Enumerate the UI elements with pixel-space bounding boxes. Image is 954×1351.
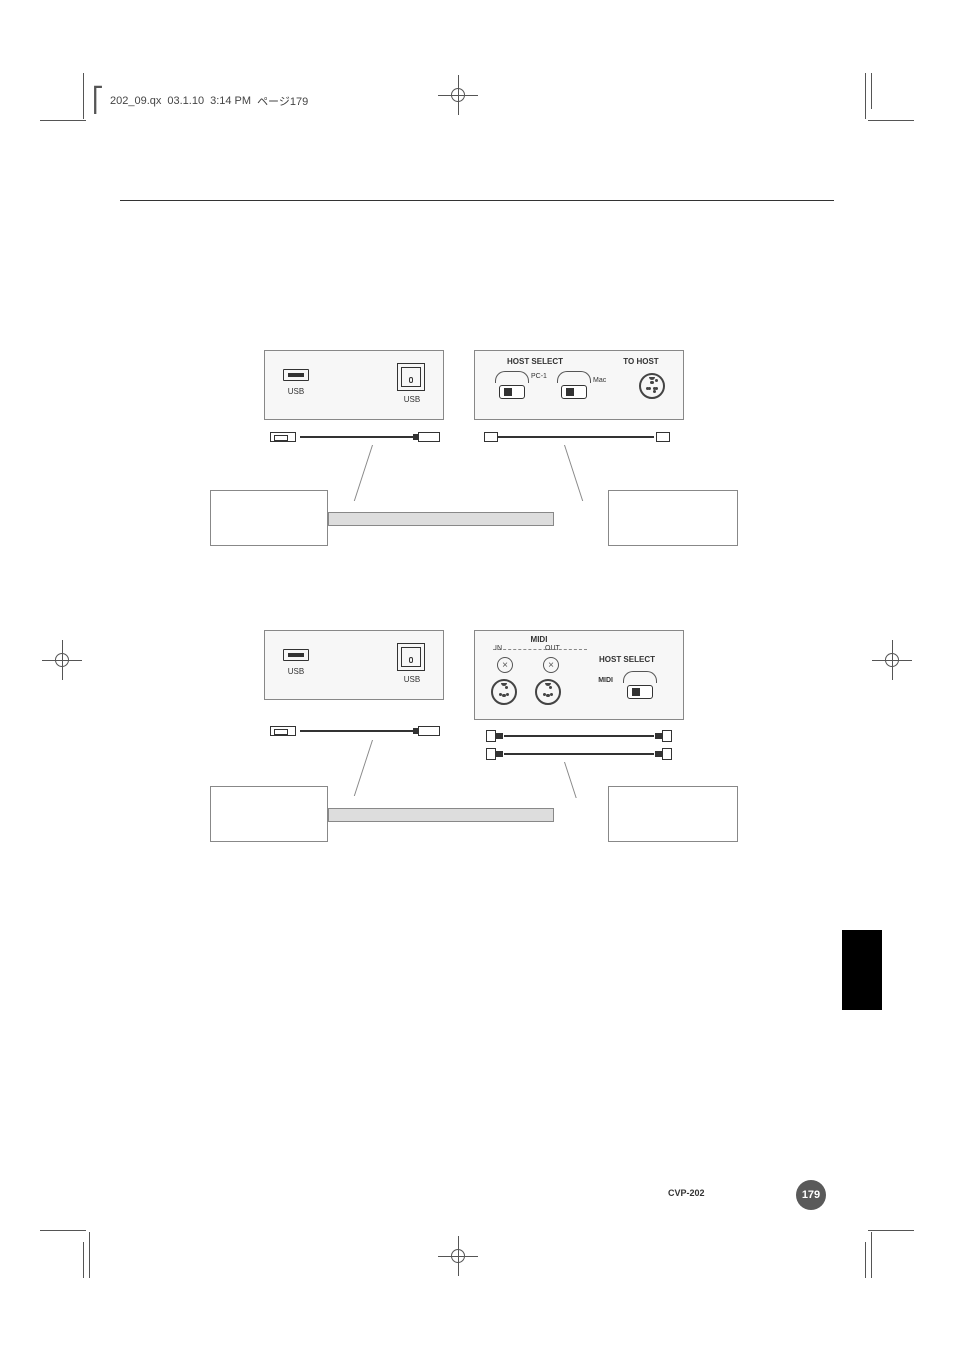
- host-select-label: HOST SELECT: [495, 357, 575, 366]
- lead-line: [564, 445, 583, 501]
- usb-label: USB: [395, 675, 429, 684]
- midi-in-label: IN: [495, 645, 502, 652]
- crop-mark: [83, 73, 84, 119]
- host-select-switch-mac: [553, 371, 595, 399]
- usb-a-port-icon: [283, 649, 309, 661]
- panel-computer: USB USB: [264, 630, 444, 700]
- midi-in-din-icon: [491, 679, 517, 705]
- link-bar: [328, 512, 554, 526]
- box-computer: [210, 490, 328, 546]
- midi-plug-icon: [662, 730, 672, 742]
- panel-computer: USB USB: [264, 350, 444, 420]
- header-time: 3:14 PM: [210, 95, 251, 107]
- registration-mark: [42, 640, 82, 680]
- footer-model: CVP-202: [668, 1188, 705, 1198]
- to-host-din-icon: [639, 373, 665, 399]
- crop-mark: [871, 1232, 872, 1278]
- midi-out-tiny-icon: [543, 657, 559, 673]
- usb-plug-a-icon: [270, 432, 296, 442]
- usb-b-port-icon: [397, 643, 425, 671]
- header-metadata: ⎡ 202_09.qx 03.1.10 3:14 PM ページ179: [92, 86, 308, 115]
- host-select-switch-pc1: [491, 371, 533, 399]
- lead-line: [354, 445, 373, 501]
- registration-mark: [872, 640, 912, 680]
- side-tab: [842, 930, 882, 1010]
- switch-pc1-label: PC-1: [531, 373, 547, 380]
- usb-plug-b-icon: [418, 432, 440, 442]
- serial-plug-icon: [656, 432, 670, 442]
- serial-cable: [498, 436, 654, 438]
- registration-mark: [438, 1236, 478, 1276]
- crop-mark: [868, 120, 914, 121]
- switch-mac-label: Mac: [593, 377, 606, 384]
- usb-cable: [300, 436, 416, 438]
- header-page-ref: ページ179: [257, 93, 308, 109]
- page-number: 179: [802, 1189, 820, 1201]
- crop-mark: [865, 1242, 866, 1278]
- midi-plug-icon: [662, 748, 672, 760]
- diagram-usb-midi: USB USB MIDI IN OUT HOST SELECT MIDI: [264, 630, 684, 850]
- panel-instrument-midi: MIDI IN OUT HOST SELECT MIDI: [474, 630, 684, 720]
- midi-label: MIDI: [519, 635, 559, 644]
- midi-cable: [504, 753, 654, 755]
- diagram-usb-tohost: USB USB HOST SELECT TO HOST PC-1 Mac: [264, 350, 684, 570]
- midi-plug-icon: [486, 748, 496, 760]
- usb-label: USB: [395, 395, 429, 404]
- registration-mark: [438, 75, 478, 115]
- crop-mark: [40, 120, 86, 121]
- lead-line: [564, 762, 577, 798]
- usb-plug-a-icon: [270, 726, 296, 736]
- crop-mark: [868, 1230, 914, 1231]
- midi-in-tiny-icon: [497, 657, 513, 673]
- usb-label: USB: [279, 667, 313, 676]
- header-filename: 202_09.qx: [110, 95, 161, 107]
- host-select-switch-midi: [619, 671, 661, 699]
- crop-mark: [83, 1242, 84, 1278]
- header-date: 03.1.10: [167, 95, 204, 107]
- crop-mark: [865, 73, 866, 119]
- lead-line: [354, 740, 373, 796]
- dashed-line: [493, 649, 587, 650]
- header-rule: [120, 200, 834, 201]
- link-bar: [328, 808, 554, 822]
- switch-midi-label: MIDI: [598, 677, 613, 684]
- usb-label: USB: [279, 387, 313, 396]
- serial-plug-icon: [484, 432, 498, 442]
- usb-a-port-icon: [283, 369, 309, 381]
- crop-mark: [871, 73, 872, 109]
- crop-mark: [40, 1230, 86, 1231]
- midi-out-din-icon: [535, 679, 561, 705]
- midi-plug-icon: [486, 730, 496, 742]
- crop-mark: [89, 1232, 90, 1278]
- box-instrument: [608, 490, 738, 546]
- box-instrument: [608, 786, 738, 842]
- panel-instrument: HOST SELECT TO HOST PC-1 Mac: [474, 350, 684, 420]
- box-computer: [210, 786, 328, 842]
- host-select-label: HOST SELECT: [587, 655, 667, 664]
- midi-cable: [504, 735, 654, 737]
- usb-b-port-icon: [397, 363, 425, 391]
- page-number-badge: 179: [796, 1180, 826, 1210]
- to-host-label: TO HOST: [611, 357, 671, 366]
- midi-out-label: OUT: [545, 645, 560, 652]
- usb-plug-b-icon: [418, 726, 440, 736]
- usb-cable: [300, 730, 416, 732]
